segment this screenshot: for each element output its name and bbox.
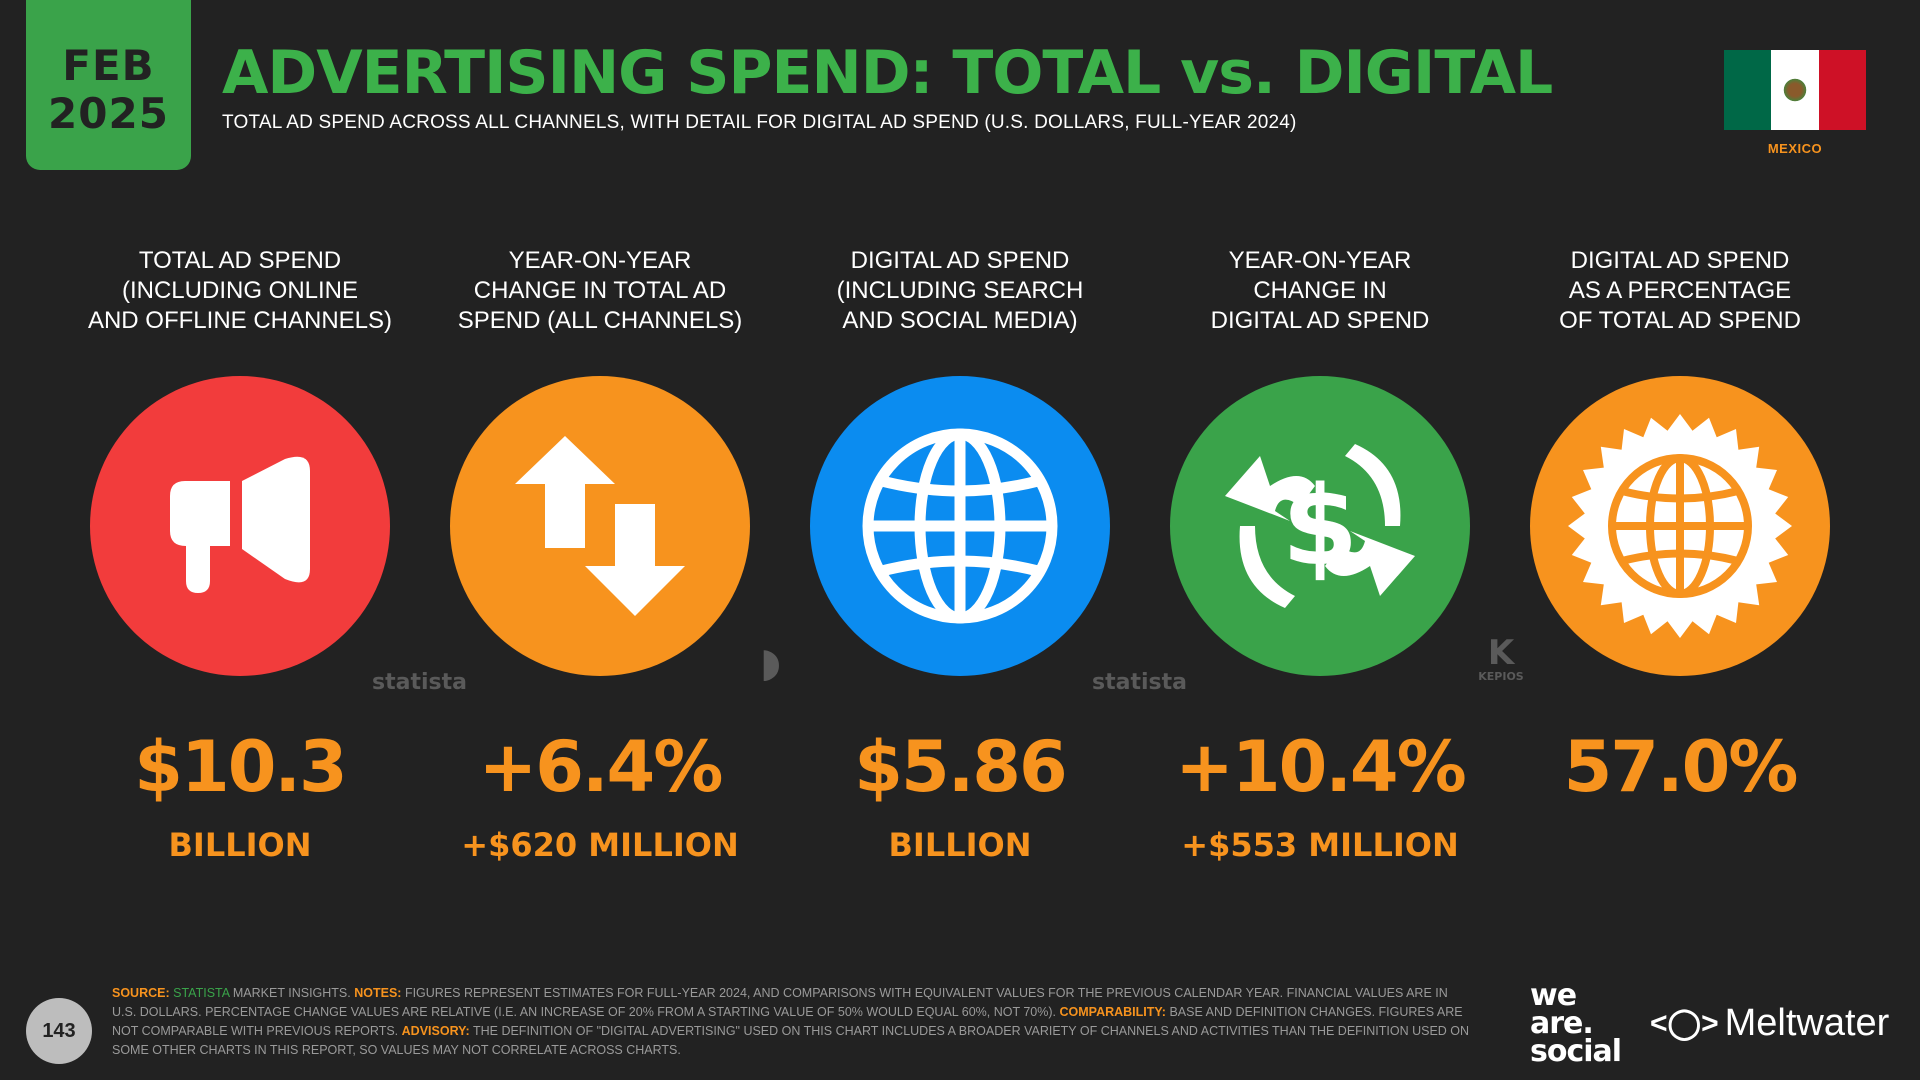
- comparability-text: BASE AND DEFINITION CHANGES. FIGURES ARE…: [112, 1005, 1463, 1038]
- metric-subvalue: BILLION: [168, 826, 312, 864]
- globe-seal-icon: [1530, 376, 1830, 676]
- metric-label: YEAR-ON-YEAR CHANGE IN DIGITAL AD SPEND: [1210, 247, 1430, 334]
- metric-digital-ad-spend: DIGITAL AD SPEND (INCLUDING SEARCH AND S…: [790, 246, 1130, 864]
- page-number: 143: [26, 998, 92, 1064]
- up-down-arrows-icon: [450, 376, 750, 676]
- metric-total-yoy: YEAR-ON-YEAR CHANGE IN TOTAL AD SPEND (A…: [430, 246, 770, 864]
- metric-value: $10.3: [134, 726, 347, 808]
- statista-watermark: statista: [372, 670, 467, 695]
- brand-line: we: [1530, 978, 1577, 1013]
- advisory-label: ADVISORY:: [401, 1024, 470, 1038]
- kepios-label: KEPIOS: [1478, 670, 1524, 683]
- metric-value: +6.4%: [478, 726, 724, 808]
- page-title: ADVERTISING SPEND: TOTAL vs. DIGITAL: [222, 38, 1553, 108]
- metric-total-ad-spend: TOTAL AD SPEND (INCLUDING ONLINE AND OFF…: [70, 246, 410, 864]
- datareportal-logo-icon: ◗: [760, 640, 782, 686]
- page-subtitle: TOTAL AD SPEND ACROSS ALL CHANNELS, WITH…: [222, 112, 1297, 133]
- metric-label: DIGITAL AD SPEND AS A PERCENTAGE OF TOTA…: [1559, 247, 1801, 334]
- metric-value: +10.4%: [1175, 726, 1467, 808]
- metric-digital-yoy: YEAR-ON-YEAR CHANGE IN DIGITAL AD SPEND …: [1150, 246, 1490, 864]
- brand-line: social: [1530, 1034, 1622, 1069]
- country-label: MEXICO: [1767, 141, 1823, 156]
- dollar-cycle-icon: $: [1170, 376, 1470, 676]
- advisory-text: THE DEFINITION OF "DIGITAL ADVERTISING" …: [112, 1024, 1470, 1057]
- metric-subvalue: BILLION: [888, 826, 1032, 864]
- we-are-social-logo: we are. social: [1530, 978, 1622, 1069]
- globe-icon: [810, 376, 1110, 676]
- metric-digital-share: DIGITAL AD SPEND AS A PERCENTAGE OF TOTA…: [1510, 246, 1850, 808]
- notes-label: NOTES:: [354, 986, 402, 1000]
- meltwater-logo: <◯> Meltwater: [1650, 1002, 1889, 1045]
- metric-label: YEAR-ON-YEAR CHANGE IN TOTAL AD SPEND (A…: [457, 247, 743, 334]
- metric-value: $5.86: [854, 726, 1067, 808]
- kepios-logo-icon: K KEPIOS: [1476, 636, 1526, 683]
- statista-watermark: statista: [1092, 670, 1187, 695]
- metric-label: DIGITAL AD SPEND (INCLUDING SEARCH AND S…: [836, 247, 1084, 334]
- footer-notes: SOURCE: STATISTA MARKET INSIGHTS. NOTES:…: [112, 984, 1472, 1060]
- mexico-flag-icon: [1724, 50, 1866, 130]
- metric-label: TOTAL AD SPEND (INCLUDING ONLINE AND OFF…: [87, 247, 393, 334]
- source-rest: MARKET INSIGHTS.: [232, 986, 351, 1000]
- megaphone-icon: [90, 376, 390, 676]
- badge-month: FEB: [62, 41, 155, 90]
- brand-line: are.: [1530, 1006, 1594, 1041]
- meltwater-label: Meltwater: [1724, 1002, 1890, 1044]
- date-badge: FEB 2025: [26, 0, 191, 170]
- svg-text:$: $: [1282, 462, 1359, 590]
- metric-subvalue: +$553 MILLION: [1181, 826, 1459, 864]
- source-name: STATISTA: [173, 986, 230, 1000]
- metric-subvalue: +$620 MILLION: [461, 826, 739, 864]
- badge-year: 2025: [48, 89, 169, 138]
- notes-text: FIGURES REPRESENT ESTIMATES FOR FULL-YEA…: [112, 986, 1448, 1019]
- metric-value: 57.0%: [1563, 726, 1799, 808]
- source-label: SOURCE:: [112, 986, 170, 1000]
- comparability-label: COMPARABILITY:: [1059, 1005, 1166, 1019]
- meltwater-mark-icon: <◯>: [1650, 1007, 1719, 1040]
